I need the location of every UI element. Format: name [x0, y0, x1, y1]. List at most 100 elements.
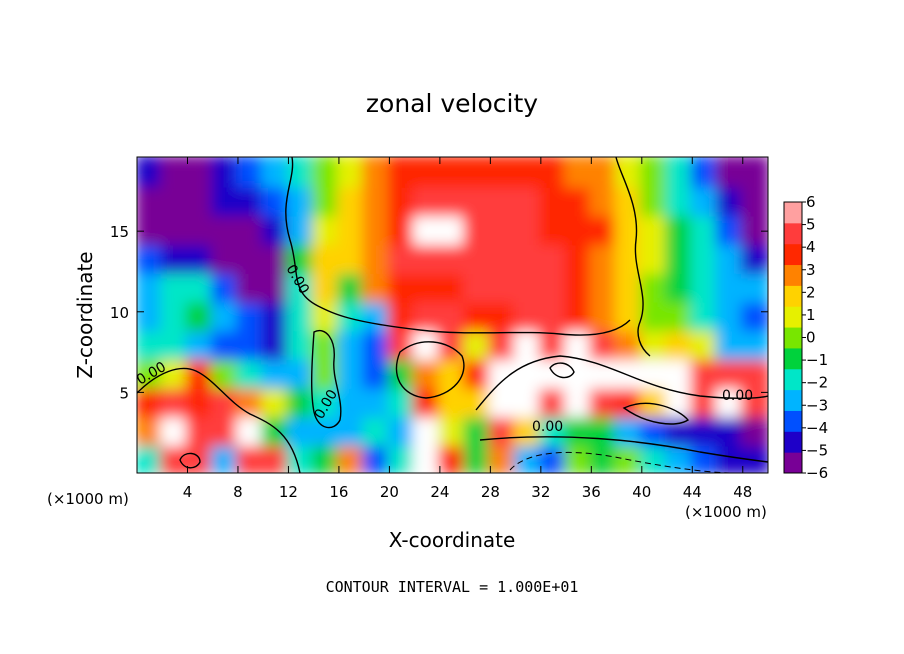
field-cell — [286, 269, 316, 303]
field-cell — [715, 157, 745, 188]
plot-frame — [136, 156, 769, 474]
field-cell — [387, 241, 417, 274]
field-cell — [185, 241, 215, 274]
field-cell — [513, 413, 543, 447]
x-unit-label-right: (×1000 m) — [685, 503, 767, 521]
field-cell — [160, 442, 190, 473]
field-cell — [412, 241, 442, 274]
field-cell — [665, 327, 695, 361]
x-tick-label: 12 — [279, 483, 298, 501]
field-cell — [311, 298, 341, 332]
field-cell — [235, 356, 266, 389]
field-cell — [137, 269, 165, 303]
x-axis-label: X-coordinate — [389, 528, 516, 552]
field-cell — [311, 241, 341, 274]
field-cell — [463, 384, 493, 418]
field-cell — [614, 384, 644, 418]
field-cell — [614, 269, 644, 303]
field-cell — [564, 157, 594, 188]
field-cell — [235, 241, 266, 274]
field-cell — [362, 269, 392, 303]
field-cell — [235, 269, 266, 303]
field-cell — [160, 298, 190, 332]
field-cell — [185, 183, 215, 217]
field-cell — [286, 298, 316, 332]
field-cell — [513, 384, 543, 418]
field-cell — [137, 442, 165, 473]
field-cell — [513, 241, 543, 274]
field-cell — [463, 269, 493, 303]
field-cell — [740, 212, 768, 246]
field-cell — [286, 413, 316, 447]
field-cell — [286, 356, 316, 389]
field-cell — [311, 442, 341, 473]
field-cell — [589, 241, 619, 274]
field-cell — [589, 384, 619, 418]
field-cell — [715, 413, 745, 447]
field-cell — [336, 157, 367, 188]
field-cell — [740, 269, 768, 303]
field-cell — [614, 183, 644, 217]
field-cell — [564, 442, 594, 473]
field-cell — [336, 327, 367, 361]
field-cell — [210, 356, 240, 389]
field-cell — [437, 241, 468, 274]
field-cell — [437, 384, 468, 418]
colorbar-tick-label: −3 — [806, 396, 828, 414]
colorbar-tick-label: 3 — [806, 261, 816, 279]
field-cell — [614, 327, 644, 361]
field-cell — [437, 212, 468, 246]
field-cell — [690, 298, 720, 332]
field-cell — [412, 298, 442, 332]
field-cell — [665, 212, 695, 246]
contour-interval-note: CONTOUR INTERVAL = 1.000E+01 — [326, 578, 579, 596]
colorbar-swatch — [784, 327, 802, 349]
field-cell — [715, 298, 745, 332]
colorbar-swatch — [784, 222, 802, 245]
field-cell — [614, 241, 644, 274]
field-cell — [185, 269, 215, 303]
field-cell — [538, 269, 569, 303]
field-cell — [185, 442, 215, 473]
field-cell — [210, 269, 240, 303]
field-cell — [185, 298, 215, 332]
field-cell — [665, 183, 695, 217]
field-cell — [513, 298, 543, 332]
field-cell — [160, 157, 190, 188]
field-cell — [311, 384, 341, 418]
field-cell — [235, 298, 266, 332]
field-cell — [437, 157, 468, 188]
field-cell — [286, 183, 316, 217]
field-cell — [160, 241, 190, 274]
field-cell — [137, 157, 165, 188]
field-cell — [564, 298, 594, 332]
velocity-field — [137, 157, 768, 473]
field-cell — [589, 298, 619, 332]
field-cell — [286, 384, 316, 418]
field-cell — [538, 298, 569, 332]
field-cell — [740, 298, 768, 332]
field-cell — [362, 241, 392, 274]
field-cell — [665, 413, 695, 447]
field-cell — [387, 384, 417, 418]
field-cell — [639, 298, 670, 332]
field-cell — [639, 442, 670, 473]
x-tick-label: 8 — [233, 483, 243, 501]
field-cell — [311, 183, 341, 217]
field-cell — [564, 212, 594, 246]
colorbar-tick-label: 1 — [806, 306, 816, 324]
field-cell — [564, 269, 594, 303]
field-cell — [261, 442, 291, 473]
field-cell — [715, 212, 745, 246]
colorbar-tick-label: 6 — [806, 193, 816, 211]
field-cell — [387, 327, 417, 361]
field-cell — [387, 356, 417, 389]
field-cell — [690, 212, 720, 246]
contour-zero-center — [285, 157, 631, 336]
field-cell — [412, 183, 442, 217]
field-cell — [589, 212, 619, 246]
field-cell — [513, 269, 543, 303]
field-cell — [564, 183, 594, 217]
field-cell — [690, 157, 720, 188]
field-cell — [463, 157, 493, 188]
